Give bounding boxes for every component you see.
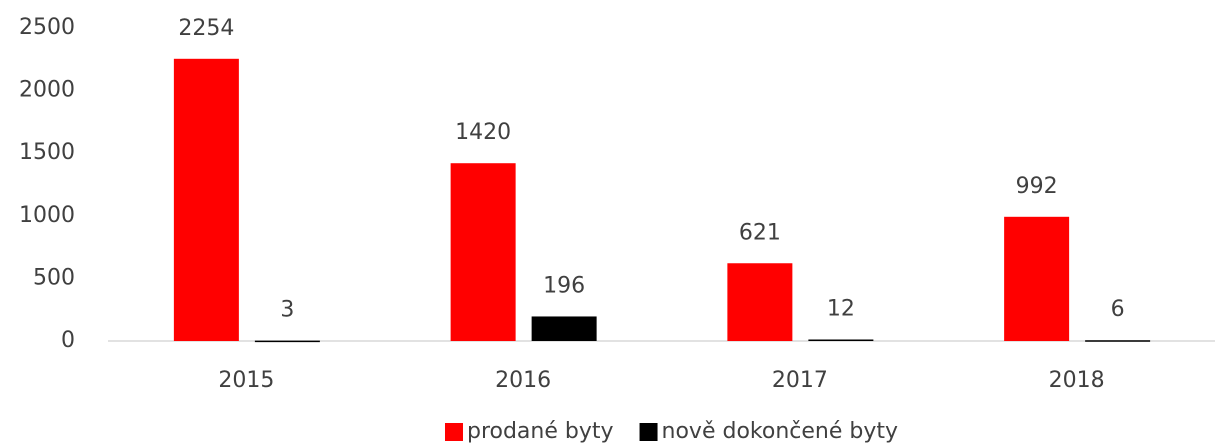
x-tick-label: 2016 [495,368,551,393]
data-label: 1420 [455,120,511,145]
data-label: 3 [280,298,294,323]
bar [808,339,874,341]
y-tick-label: 500 [33,265,75,290]
x-tick-label: 2017 [772,368,828,393]
y-tick-label: 0 [61,328,75,353]
bar [173,58,239,342]
x-tick-label: 2018 [1049,368,1105,393]
data-label: 12 [827,296,855,321]
y-tick-label: 2500 [19,15,75,40]
legend-swatch [639,423,658,441]
bar [1085,340,1151,342]
bar [531,316,597,341]
legend-swatch [444,423,463,441]
bar [727,263,793,341]
legend-label: nově dokončené byty [662,419,898,443]
x-tick-label: 2015 [218,368,274,393]
bar [254,340,320,343]
data-label: 196 [543,273,585,298]
data-label: 6 [1111,297,1125,322]
y-tick-label: 1000 [19,203,75,228]
y-tick-label: 1500 [19,140,75,165]
data-label: 621 [739,220,781,245]
bar [450,163,516,341]
legend-label: prodané byty [467,419,614,443]
data-label: 992 [1016,174,1058,199]
y-tick-label: 2000 [19,78,75,103]
data-label: 2254 [178,16,234,41]
bar [1004,216,1070,341]
